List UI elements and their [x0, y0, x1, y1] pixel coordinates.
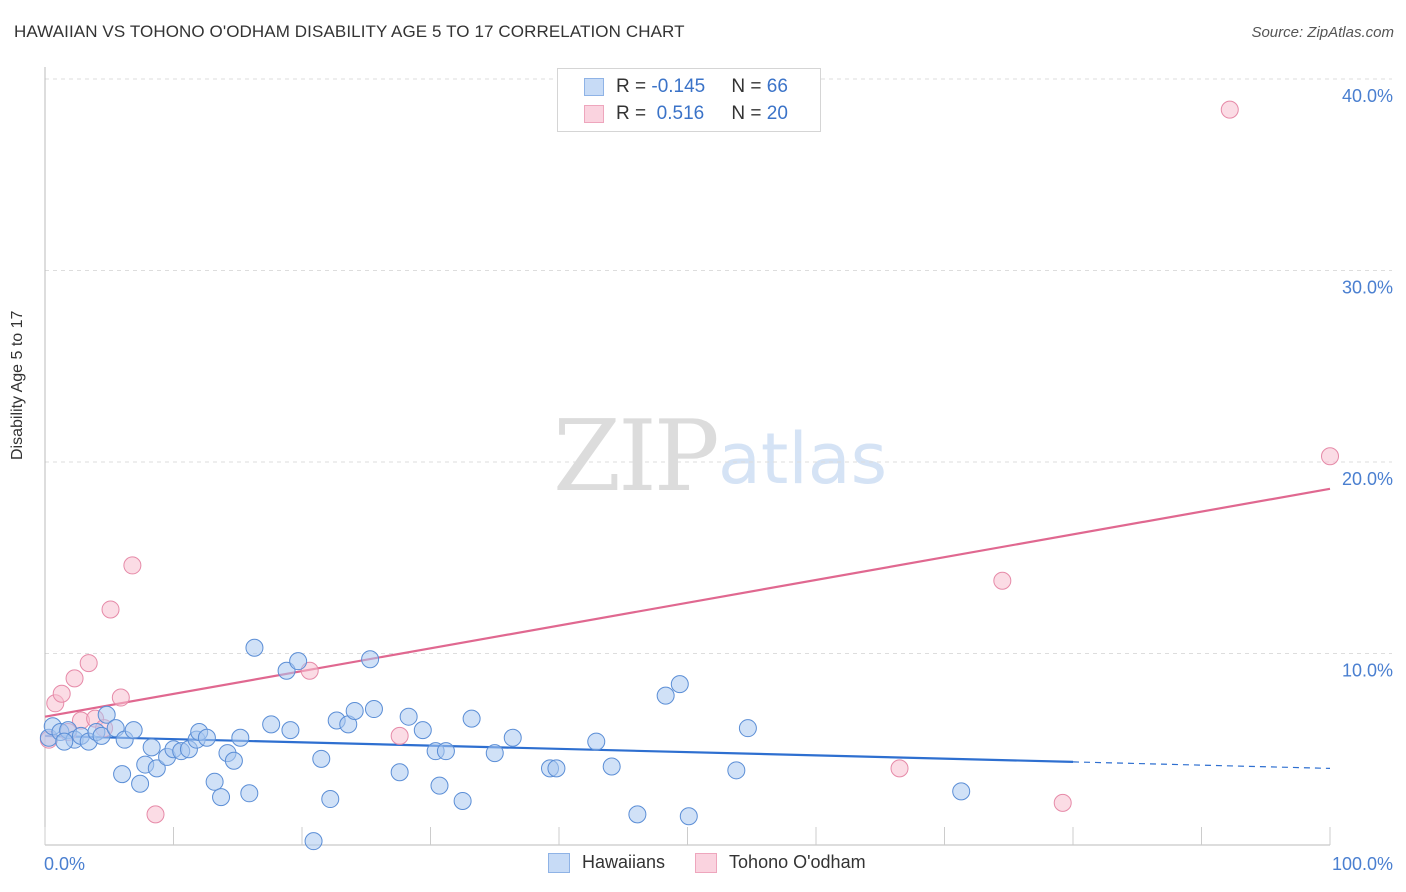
- x-tick-label-max: 100.0%: [1332, 854, 1393, 874]
- legend-r-label: R =: [616, 76, 652, 97]
- trend-line-hawaiians-extrapolated: [1072, 761, 1331, 769]
- data-point-hawaiians: [628, 805, 647, 824]
- series-label-hawaiians: Hawaiians: [582, 852, 666, 872]
- data-point-hawaiians: [231, 728, 250, 747]
- data-point-hawaiians: [224, 751, 243, 770]
- data-point-hawaiians: [364, 700, 383, 719]
- data-point-tohono: [101, 600, 120, 619]
- data-point-hawaiians: [312, 749, 331, 768]
- data-point-tohono: [1053, 793, 1072, 812]
- series-legend: Hawaiians Tohono O'odham: [548, 852, 896, 873]
- legend-r-value: 0.516: [651, 103, 705, 124]
- data-point-hawaiians: [55, 732, 74, 751]
- data-points: [39, 100, 1339, 851]
- correlation-legend: R = -0.145 N = 66 R = 0.516 N = 20: [557, 68, 821, 132]
- chart-title: HAWAIIAN VS TOHONO O'ODHAM DISABILITY AG…: [14, 22, 685, 41]
- data-point-hawaiians: [462, 709, 481, 728]
- data-point-tohono: [390, 726, 409, 745]
- data-point-hawaiians: [92, 726, 111, 745]
- series-legend-tohono: Tohono O'odham: [695, 852, 866, 873]
- y-tick-label: 20.0%: [1342, 469, 1393, 489]
- legend-n-value: 66: [766, 76, 788, 97]
- data-point-hawaiians: [399, 707, 418, 726]
- watermark-zip: ZIP: [553, 400, 720, 514]
- data-point-hawaiians: [131, 774, 150, 793]
- data-point-hawaiians: [602, 757, 621, 776]
- data-point-hawaiians: [321, 790, 340, 809]
- series-swatch-blue: [548, 852, 570, 873]
- data-point-tohono: [52, 684, 71, 703]
- data-point-hawaiians: [289, 652, 308, 671]
- data-point-hawaiians: [212, 788, 231, 807]
- data-point-hawaiians: [113, 765, 132, 784]
- data-point-hawaiians: [361, 650, 380, 669]
- series-swatch-pink: [695, 852, 718, 873]
- data-point-tohono: [993, 571, 1012, 590]
- data-point-tohono: [1321, 447, 1339, 466]
- data-point-hawaiians: [587, 732, 606, 751]
- series-label-tohono: Tohono O'odham: [729, 852, 866, 872]
- data-point-hawaiians: [304, 832, 323, 851]
- data-point-hawaiians: [281, 721, 300, 740]
- data-point-hawaiians: [436, 742, 455, 761]
- legend-swatch-blue: [584, 78, 604, 96]
- data-point-tohono: [111, 688, 130, 707]
- gridlines: [45, 78, 1392, 654]
- data-point-hawaiians: [952, 782, 971, 801]
- data-point-hawaiians: [390, 763, 409, 782]
- data-point-hawaiians: [413, 721, 432, 740]
- data-point-tohono: [65, 669, 84, 688]
- data-point-hawaiians: [485, 744, 504, 763]
- legend-row-hawaiians: R = -0.145 N = 66: [584, 75, 788, 99]
- data-point-hawaiians: [345, 701, 364, 720]
- data-point-hawaiians: [738, 719, 757, 738]
- data-point-tohono: [890, 759, 909, 778]
- y-tick-label: 10.0%: [1342, 661, 1393, 681]
- data-point-hawaiians: [277, 661, 296, 680]
- data-point-hawaiians: [142, 738, 161, 757]
- legend-n-value: 20: [766, 103, 788, 124]
- data-point-hawaiians: [547, 759, 566, 778]
- trend-line-tohono: [44, 487, 1331, 718]
- series-legend-hawaiians: Hawaiians: [548, 852, 665, 873]
- legend-n-label: N =: [731, 103, 767, 124]
- data-point-hawaiians: [656, 686, 675, 705]
- trend-line-hawaiians: [44, 734, 1074, 763]
- legend-row-tohono: R = 0.516 N = 20: [584, 102, 788, 126]
- axes: [44, 67, 1331, 846]
- data-point-hawaiians: [453, 791, 472, 810]
- x-tick-label-min: 0.0%: [44, 854, 85, 874]
- legend-r-value: -0.145: [651, 76, 706, 97]
- data-point-hawaiians: [97, 705, 116, 724]
- data-point-hawaiians: [245, 638, 264, 657]
- data-point-hawaiians: [503, 728, 522, 747]
- legend-n-label: N =: [731, 76, 767, 97]
- data-point-tohono: [300, 661, 319, 680]
- legend-r-label: R =: [616, 103, 652, 124]
- data-point-hawaiians: [262, 715, 281, 734]
- legend-swatch-pink: [584, 105, 604, 123]
- data-point-tohono: [79, 654, 98, 673]
- source-credit: Source: ZipAtlas.com: [1251, 24, 1394, 41]
- data-point-hawaiians: [147, 759, 166, 778]
- data-point-hawaiians: [430, 776, 449, 795]
- data-point-hawaiians: [240, 784, 259, 803]
- data-point-hawaiians: [727, 761, 746, 780]
- tick-labels: 10.0% 20.0% 30.0% 40.0% 0.0% 100.0%: [44, 86, 1393, 874]
- data-point-tohono: [123, 556, 142, 575]
- y-tick-label: 30.0%: [1342, 278, 1393, 298]
- y-tick-label: 40.0%: [1342, 86, 1393, 106]
- data-point-hawaiians: [670, 675, 689, 694]
- data-point-hawaiians: [205, 772, 224, 791]
- data-point-tohono: [146, 805, 165, 824]
- data-point-hawaiians: [197, 728, 216, 747]
- trend-lines: [44, 487, 1331, 769]
- data-point-tohono: [1220, 100, 1239, 119]
- data-point-hawaiians: [679, 807, 698, 826]
- watermark-atlas: atlas: [718, 418, 888, 500]
- data-point-hawaiians: [124, 721, 143, 740]
